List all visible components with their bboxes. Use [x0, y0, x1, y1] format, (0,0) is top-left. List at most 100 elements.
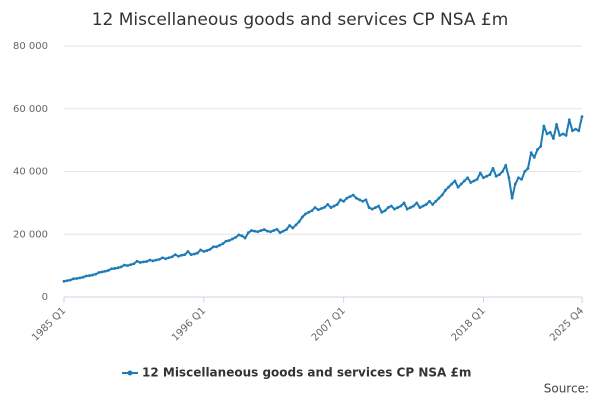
- point: [100, 270, 104, 274]
- point: [494, 174, 498, 178]
- point: [75, 277, 79, 280]
- point: [215, 245, 218, 249]
- point: [107, 268, 110, 272]
- point: [227, 239, 231, 242]
- point: [231, 237, 234, 241]
- point: [571, 129, 574, 133]
- point: [151, 259, 155, 263]
- point: [116, 266, 120, 270]
- point: [65, 279, 69, 283]
- point: [307, 210, 311, 214]
- point: [316, 208, 320, 212]
- point: [173, 253, 177, 257]
- chart-title: 12 Miscellaneous goods and services CP N…: [92, 10, 509, 30]
- point: [275, 227, 279, 231]
- y-tick-label: 20 000: [13, 229, 48, 240]
- point: [466, 176, 469, 180]
- point: [418, 206, 422, 209]
- point: [78, 276, 82, 280]
- point: [113, 267, 117, 270]
- point: [367, 206, 371, 209]
- point: [135, 259, 139, 263]
- point: [532, 155, 536, 159]
- point: [272, 229, 276, 232]
- point: [523, 170, 527, 173]
- x-tick-label: 2018 Q1: [450, 305, 488, 343]
- point: [262, 228, 266, 231]
- point: [224, 239, 228, 243]
- point: [154, 258, 158, 262]
- point: [221, 242, 225, 246]
- point: [269, 230, 272, 234]
- point: [504, 163, 508, 167]
- point: [383, 209, 387, 213]
- point: [526, 166, 530, 170]
- point: [91, 273, 95, 277]
- point: [510, 196, 514, 200]
- point: [520, 177, 524, 181]
- point: [122, 263, 126, 267]
- point: [285, 228, 288, 231]
- point: [246, 231, 250, 235]
- point: [548, 130, 552, 134]
- point: [183, 253, 187, 257]
- point: [250, 229, 253, 232]
- point: [580, 115, 584, 118]
- point: [453, 179, 457, 183]
- point: [564, 134, 568, 137]
- point: [129, 263, 133, 267]
- point: [396, 206, 400, 209]
- point: [469, 181, 473, 184]
- point: [281, 229, 285, 233]
- point: [192, 252, 196, 256]
- point: [517, 176, 520, 180]
- legend-marker: [127, 370, 133, 376]
- point: [170, 255, 174, 259]
- point: [126, 264, 129, 268]
- point: [119, 265, 123, 269]
- point: [259, 229, 263, 232]
- point: [472, 179, 476, 183]
- point: [536, 148, 539, 151]
- point: [164, 257, 168, 261]
- point: [278, 231, 282, 235]
- point: [88, 274, 91, 278]
- source: Source:: [544, 382, 589, 396]
- point: [132, 262, 136, 266]
- point: [240, 234, 244, 238]
- point: [243, 236, 247, 240]
- point: [497, 173, 501, 177]
- point: [513, 182, 517, 186]
- point: [447, 185, 450, 189]
- point: [475, 177, 479, 181]
- point: [507, 176, 511, 180]
- point: [389, 204, 393, 208]
- point: [545, 132, 549, 136]
- point: [288, 224, 292, 227]
- point: [196, 251, 199, 255]
- point: [558, 134, 562, 137]
- point: [450, 182, 454, 186]
- point: [491, 166, 495, 170]
- point: [377, 204, 381, 208]
- point: [157, 257, 161, 261]
- point: [72, 277, 75, 281]
- point: [567, 118, 571, 122]
- point: [339, 198, 342, 202]
- point: [577, 129, 581, 133]
- point: [574, 127, 578, 131]
- y-tick-label: 0: [42, 292, 48, 303]
- point: [393, 207, 396, 211]
- point: [421, 204, 425, 208]
- point: [138, 261, 142, 264]
- point: [294, 223, 298, 227]
- point: [145, 260, 149, 263]
- point: [81, 275, 85, 279]
- point: [539, 145, 543, 148]
- point: [415, 201, 419, 205]
- x-tick-label: 1996 Q1: [170, 305, 208, 343]
- point: [177, 254, 180, 258]
- point: [291, 226, 295, 230]
- point: [440, 193, 444, 197]
